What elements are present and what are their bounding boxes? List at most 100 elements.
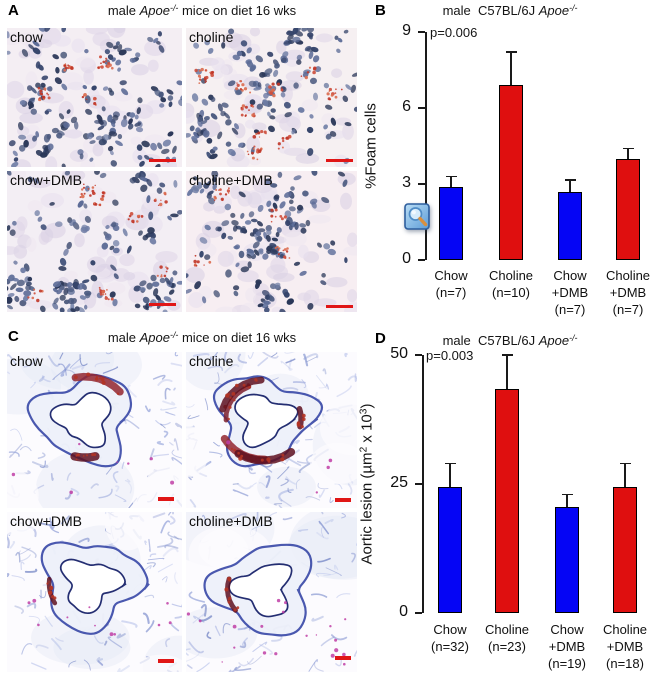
text-part: -/-	[170, 2, 179, 13]
category-label-line: (n=7)	[554, 302, 586, 317]
image-label: chow+DMB	[10, 513, 82, 529]
panel-a-title: male Apoe-/- mice on diet 16 wks	[27, 3, 377, 18]
image-label: choline+DMB	[189, 172, 273, 188]
category-label: Choline (n=10)	[466, 267, 556, 301]
category-label-line: (n=23)	[488, 639, 526, 654]
error-bar	[510, 52, 512, 86]
p-value-label: p=0.006	[430, 25, 478, 40]
y-tick-label: 25	[390, 474, 408, 491]
panel-a-image-grid: chow choline chow+DMB choline+DMB	[7, 28, 357, 312]
error-bar	[450, 176, 452, 187]
category-label-line: Choline	[484, 622, 530, 637]
category-label: Chow +DMB (n=7)	[525, 267, 615, 318]
text-part: male C57BL/6J	[442, 3, 539, 18]
y-tick-label: 3	[402, 174, 411, 191]
category-label-line: (n=32)	[431, 639, 469, 654]
image-label: chow	[10, 29, 43, 45]
image-label: chow+DMB	[10, 172, 82, 188]
category-label-line: Chow	[433, 622, 467, 637]
plot-area: 0 3 6 9 Chow (n=7) Choline (n=10) Chow +DMB (n=7) C…	[360, 0, 660, 320]
bar-chow	[438, 486, 462, 613]
text-part: -/-	[170, 329, 179, 340]
image-label: choline	[189, 353, 234, 369]
micrograph-art	[186, 171, 357, 312]
panel-c-title: male Apoe-/- mice on diet 16 wks	[27, 330, 377, 345]
plot-area: 0 25 50 Chow (n=32) Choline (n=23) Chow +DMB (n=1…	[360, 330, 660, 679]
scale-bar	[326, 304, 353, 308]
error-bar	[627, 148, 629, 159]
panel-a-letter: A	[8, 2, 19, 19]
bar-choline	[616, 158, 640, 260]
y-tick	[415, 483, 422, 485]
error-bar-cap	[505, 51, 517, 54]
category-label-line: +DMB	[551, 285, 589, 300]
bar-choline	[495, 388, 519, 613]
y-axis-line	[422, 355, 424, 613]
category-label: Choline +DMB (n=18)	[580, 621, 660, 672]
category-label-line: (n=19)	[548, 656, 586, 671]
y-tick	[415, 354, 422, 356]
zoom-cursor-icon	[404, 203, 430, 231]
text-part: male	[107, 330, 140, 345]
micrograph-art	[7, 28, 182, 167]
text-part: Apoe	[139, 3, 171, 18]
category-label-line: +DMB	[548, 639, 586, 654]
error-bar-cap	[445, 175, 457, 178]
scale-bar	[335, 656, 351, 660]
panel-b-chart: B male C57BL/6J Apoe-/- p=0.006 %Foam ce…	[360, 0, 660, 320]
error-bar	[624, 463, 626, 487]
text-part: Apoe	[139, 330, 171, 345]
error-bar	[449, 463, 451, 487]
category-label-line: +DMB	[606, 639, 644, 654]
bar-chow	[555, 507, 579, 613]
micrograph-aorta-choline-dmb: choline+DMB	[186, 512, 357, 672]
bar-choline	[499, 85, 523, 260]
category-label-line: (n=10)	[492, 285, 530, 300]
p-value-label: p=0.003	[426, 348, 474, 363]
category-label-line: (n=7)	[612, 302, 644, 317]
scale-bar	[149, 302, 176, 306]
y-tick-label: 6	[402, 98, 411, 115]
image-label: choline	[189, 29, 234, 45]
category-label-line: (n=18)	[606, 656, 644, 671]
bar-choline	[613, 486, 637, 613]
category-label: Chow +DMB (n=19)	[522, 621, 612, 672]
y-tick-label: 0	[402, 250, 411, 267]
micrograph-foam-choline: choline	[186, 28, 357, 167]
panel-d-chart: D male C57BL/6J Apoe-/- p=0.003 Aortic l…	[358, 330, 660, 679]
panel-b-chart-title: male C57BL/6J Apoe-/-	[360, 3, 660, 18]
error-bar-cap	[444, 462, 456, 465]
panel-c-image-grid: chow choline chow+DMB choline+DMB	[7, 352, 357, 672]
category-label-line: Choline	[605, 268, 651, 283]
text-part: -/-	[569, 332, 578, 343]
category-label-line: Chow	[553, 268, 587, 283]
text-part: Apoe	[538, 333, 570, 348]
y-tick	[418, 259, 425, 261]
micrograph-aorta-chow: chow	[7, 352, 182, 508]
magnifier-glyph	[404, 203, 430, 230]
error-bar-cap	[564, 179, 576, 181]
y-tick-label: 50	[390, 345, 408, 362]
panel-d-letter: D	[375, 330, 386, 347]
panel-c-letter: C	[8, 328, 19, 345]
error-bar-cap	[561, 493, 573, 496]
error-bar	[506, 355, 508, 389]
category-label: Chow (n=7)	[406, 267, 496, 301]
micrograph-art	[186, 352, 357, 508]
category-label-line: Choline	[488, 268, 534, 283]
text-part: mice on diet 16 wks	[178, 330, 297, 345]
text-part: Apoe	[538, 3, 570, 18]
micrograph-art	[7, 512, 182, 672]
category-label-line: Choline	[602, 622, 648, 637]
scale-bar	[158, 497, 174, 501]
error-bar-cap	[501, 354, 513, 356]
micrograph-foam-chow-dmb: chow+DMB	[7, 171, 182, 312]
category-label-line: +DMB	[609, 285, 647, 300]
error-bar-cap	[619, 462, 631, 465]
error-bar	[569, 180, 571, 192]
y-axis-line	[425, 32, 427, 260]
y-tick	[418, 183, 425, 185]
text-part: male C57BL/6J	[442, 333, 539, 348]
scale-bar	[149, 158, 176, 162]
